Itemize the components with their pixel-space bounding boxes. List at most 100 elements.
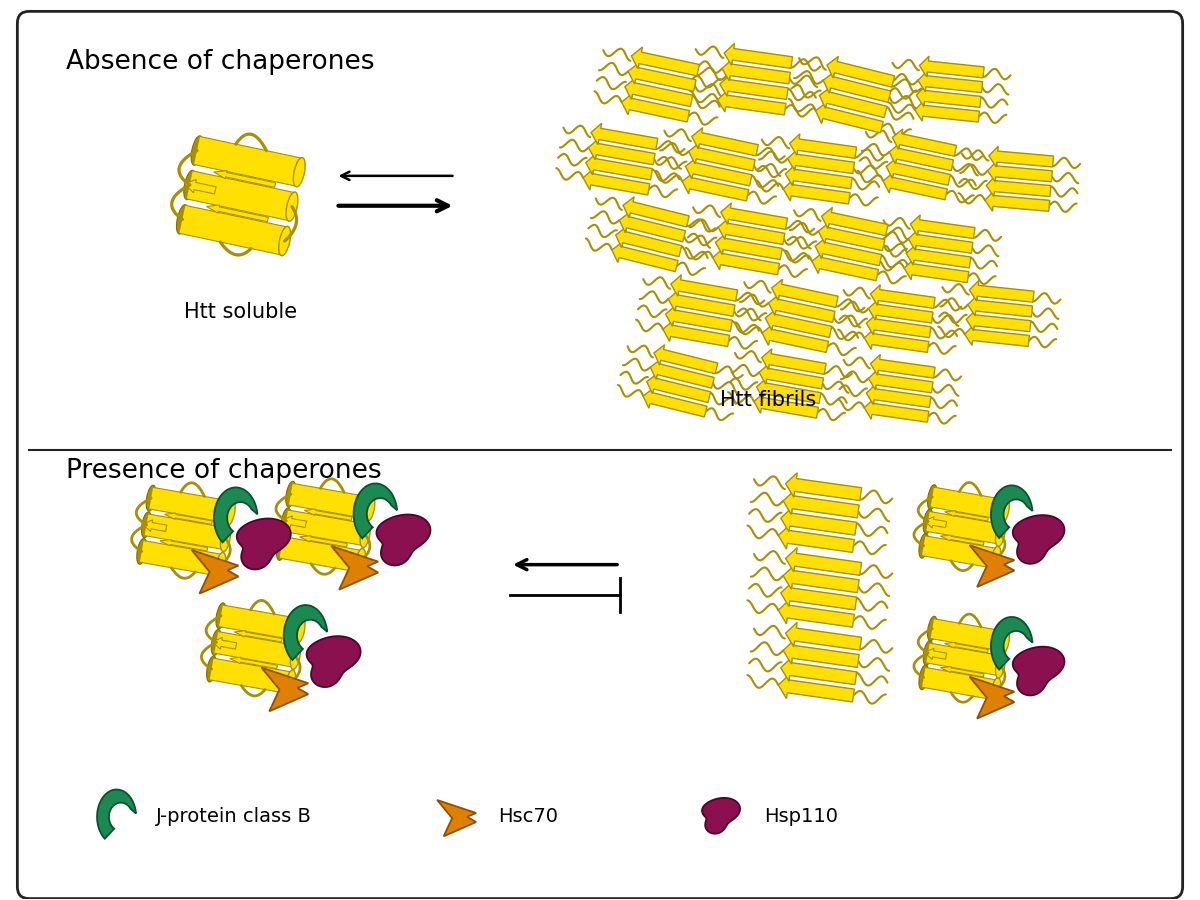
Polygon shape <box>1013 647 1064 696</box>
FancyArrow shape <box>718 218 785 245</box>
FancyArrow shape <box>662 320 730 346</box>
Text: Hsp110: Hsp110 <box>764 807 839 826</box>
FancyArrow shape <box>616 227 682 256</box>
Polygon shape <box>180 205 288 255</box>
FancyArrow shape <box>823 72 890 103</box>
FancyArrow shape <box>760 364 823 389</box>
Ellipse shape <box>281 508 292 534</box>
FancyArrow shape <box>781 582 857 610</box>
FancyArrow shape <box>592 123 658 149</box>
FancyArrow shape <box>206 205 269 221</box>
Text: Htt soluble: Htt soluble <box>185 302 298 322</box>
Ellipse shape <box>991 546 1001 571</box>
Ellipse shape <box>216 553 226 578</box>
Ellipse shape <box>928 485 937 509</box>
Polygon shape <box>144 514 227 550</box>
FancyArrow shape <box>214 171 276 187</box>
FancyArrow shape <box>781 508 857 536</box>
FancyArrow shape <box>985 191 1050 211</box>
Polygon shape <box>194 137 302 186</box>
FancyArrow shape <box>886 158 950 185</box>
FancyArrow shape <box>914 100 979 122</box>
Ellipse shape <box>286 482 296 507</box>
Polygon shape <box>702 798 740 833</box>
FancyArrow shape <box>754 392 818 418</box>
Ellipse shape <box>1000 629 1009 653</box>
Text: Hsc70: Hsc70 <box>498 807 558 826</box>
FancyArrow shape <box>816 102 883 133</box>
FancyArrow shape <box>643 388 707 417</box>
FancyArrow shape <box>941 667 984 677</box>
Ellipse shape <box>226 500 235 525</box>
Text: Absence of chaperones: Absence of chaperones <box>66 50 374 76</box>
Ellipse shape <box>996 653 1006 678</box>
FancyArrow shape <box>893 129 956 157</box>
Ellipse shape <box>360 522 370 548</box>
Polygon shape <box>289 483 372 519</box>
FancyArrow shape <box>721 203 787 230</box>
FancyArrow shape <box>619 212 685 242</box>
Ellipse shape <box>276 535 287 561</box>
FancyArrow shape <box>908 230 973 253</box>
FancyArrow shape <box>820 87 887 118</box>
FancyArrow shape <box>650 359 714 388</box>
FancyArrow shape <box>766 310 832 338</box>
Ellipse shape <box>293 158 305 187</box>
Polygon shape <box>354 483 397 538</box>
FancyArrow shape <box>906 244 971 268</box>
FancyArrow shape <box>918 71 983 93</box>
Ellipse shape <box>142 512 151 537</box>
FancyArrow shape <box>647 374 710 402</box>
FancyArrow shape <box>683 173 749 201</box>
FancyArrow shape <box>779 599 854 627</box>
FancyArrow shape <box>870 284 935 309</box>
FancyArrow shape <box>671 274 738 302</box>
Polygon shape <box>331 546 378 590</box>
FancyArrow shape <box>779 674 854 702</box>
Ellipse shape <box>295 616 305 643</box>
Text: J-protein class B: J-protein class B <box>156 807 312 826</box>
Text: Htt fibrils: Htt fibrils <box>720 391 816 410</box>
FancyArrow shape <box>768 294 835 322</box>
Polygon shape <box>220 605 302 641</box>
Ellipse shape <box>923 641 932 665</box>
Ellipse shape <box>919 534 929 558</box>
Polygon shape <box>214 488 258 543</box>
Polygon shape <box>922 668 997 700</box>
FancyArrow shape <box>612 241 678 272</box>
Polygon shape <box>187 171 295 220</box>
Polygon shape <box>192 550 239 594</box>
FancyArrow shape <box>623 197 689 227</box>
Polygon shape <box>377 515 431 565</box>
FancyArrow shape <box>966 310 1031 331</box>
FancyArrow shape <box>786 547 862 575</box>
FancyArrow shape <box>668 290 734 316</box>
Polygon shape <box>306 636 361 687</box>
FancyArrow shape <box>864 399 929 422</box>
FancyArrow shape <box>784 640 859 668</box>
FancyArrow shape <box>786 472 862 500</box>
Polygon shape <box>922 536 997 568</box>
FancyArrow shape <box>185 179 216 194</box>
FancyArrow shape <box>986 176 1051 196</box>
FancyArrow shape <box>790 134 857 158</box>
FancyArrow shape <box>818 222 884 250</box>
FancyArrow shape <box>234 631 282 642</box>
FancyArrow shape <box>924 648 947 660</box>
Polygon shape <box>991 617 1032 670</box>
FancyArrow shape <box>869 300 934 323</box>
FancyArrow shape <box>827 57 895 87</box>
Polygon shape <box>210 658 293 694</box>
Ellipse shape <box>286 192 298 221</box>
FancyArrow shape <box>718 90 786 115</box>
FancyArrow shape <box>812 253 878 281</box>
FancyArrow shape <box>905 259 968 283</box>
Polygon shape <box>970 677 1014 718</box>
FancyArrow shape <box>715 233 782 259</box>
Ellipse shape <box>176 204 188 234</box>
FancyArrow shape <box>968 295 1032 317</box>
FancyArrow shape <box>889 143 954 171</box>
Ellipse shape <box>290 644 300 670</box>
Polygon shape <box>926 511 1002 544</box>
Ellipse shape <box>928 616 937 641</box>
